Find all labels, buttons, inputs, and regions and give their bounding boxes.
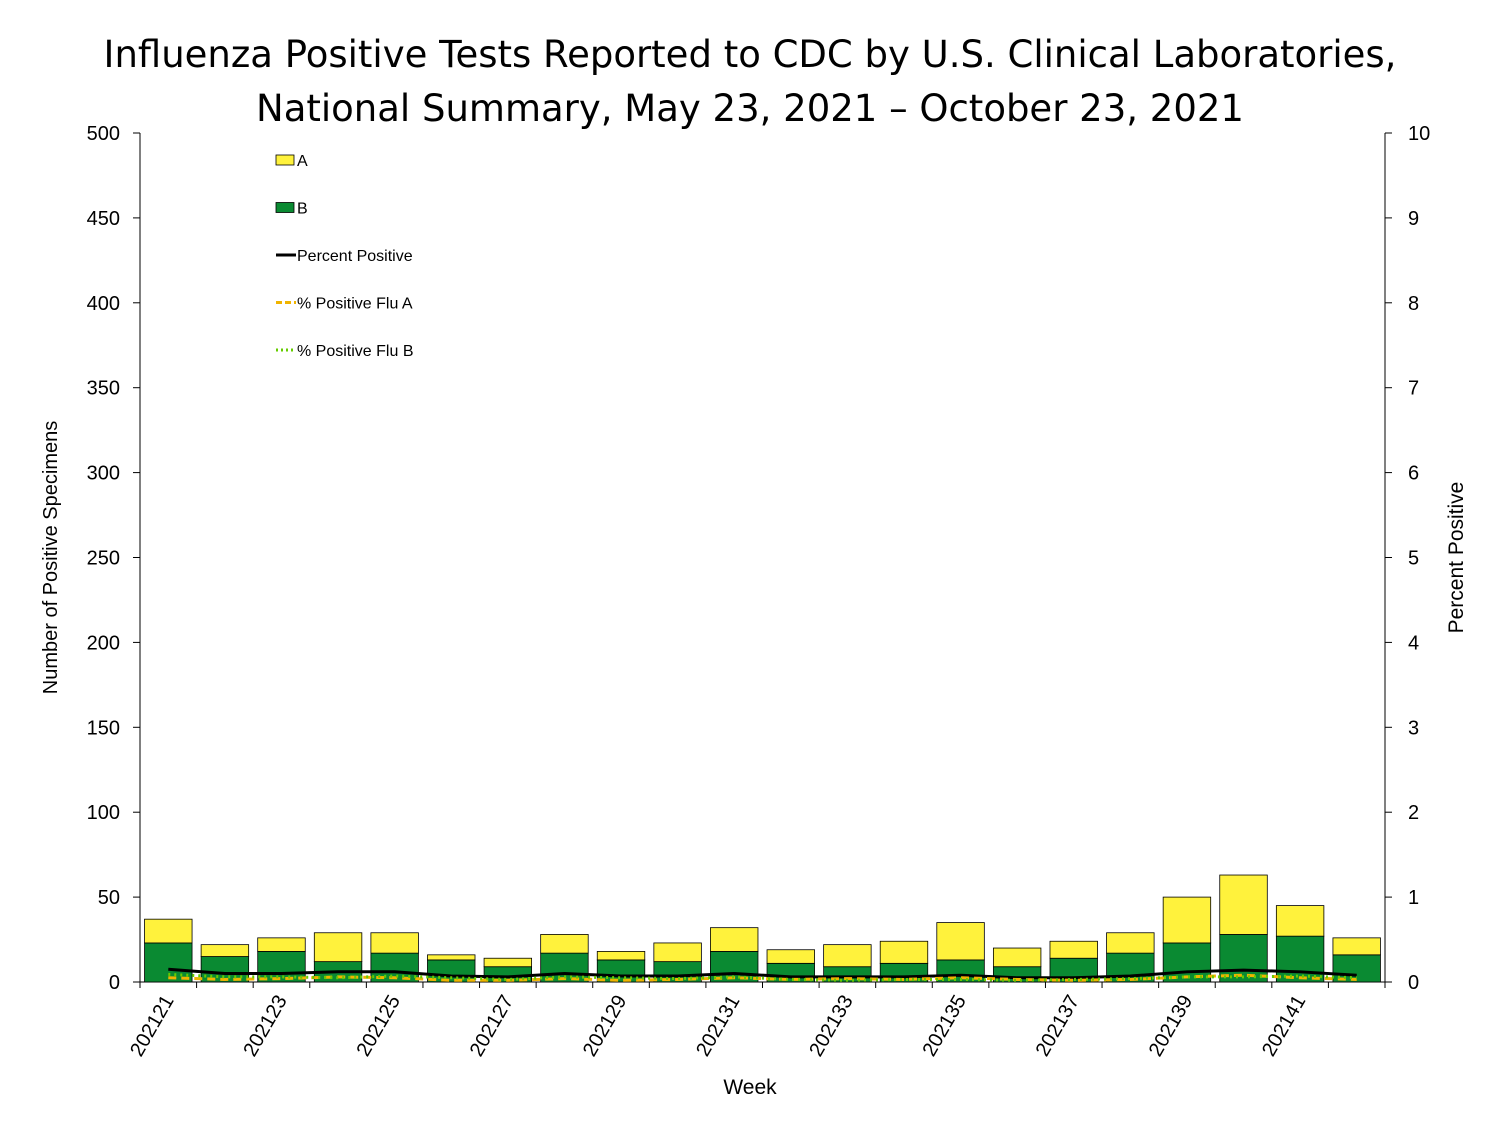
bar-a	[1332, 937, 1381, 956]
chart-title: Influenza Positive Tests Reported to CDC…	[0, 28, 1500, 136]
legend-label: Percent Positive	[297, 248, 413, 265]
bar-a	[823, 944, 872, 968]
y2-tick-label: 1	[1408, 887, 1419, 909]
bar-a	[1162, 896, 1212, 944]
x-tick-label: 202121	[126, 992, 178, 1061]
bar-a	[1219, 874, 1268, 935]
bar-a	[313, 932, 363, 963]
y-tick-label: 400	[87, 293, 120, 315]
y2-tick-label: 3	[1408, 717, 1419, 739]
bar-a	[766, 949, 815, 964]
x-tick-label: 202137	[1032, 992, 1084, 1061]
y-tick-label: 350	[87, 378, 120, 400]
y2-tick-label: 6	[1408, 463, 1419, 485]
y2-tick-label: 2	[1408, 802, 1419, 824]
bar-a	[427, 954, 476, 961]
bar-a	[257, 937, 306, 952]
x-tick-label: 202127	[466, 992, 518, 1061]
bar-a	[1106, 932, 1155, 954]
bar-a	[653, 942, 702, 963]
bar-a	[1049, 940, 1098, 959]
y-tick-label: 100	[87, 802, 120, 824]
bar-a	[596, 951, 646, 961]
legend-label: % Positive Flu A	[297, 296, 413, 313]
bar-a	[1275, 905, 1325, 937]
y-tick-label: 50	[98, 887, 120, 909]
y-tick-label: 150	[87, 717, 120, 739]
bar-a	[992, 947, 1042, 968]
y2-tick-label: 0	[1408, 972, 1419, 994]
bar-a	[483, 957, 533, 968]
y-tick-label: 250	[87, 548, 120, 570]
x-tick-label: 202141	[1258, 992, 1310, 1061]
legend-swatch-b	[275, 202, 295, 213]
y2-tick-label: 7	[1408, 378, 1419, 400]
x-tick-label: 202135	[918, 991, 970, 1060]
x-tick-label: 202139	[1145, 992, 1197, 1061]
y-tick-label: 300	[87, 463, 120, 485]
y-tick-label: 200	[87, 632, 120, 654]
y2-tick-label: 4	[1408, 632, 1419, 654]
bar-a	[144, 918, 193, 944]
bar-b	[144, 942, 193, 983]
x-tick-label: 202129	[579, 992, 631, 1061]
x-tick-label: 202131	[692, 992, 744, 1061]
bar-b	[1219, 934, 1268, 983]
line-series-percent-positive	[168, 967, 1357, 980]
y2-tick-label: 5	[1408, 548, 1419, 570]
y-tick-label: 500	[87, 123, 120, 145]
y2-axis-title: Percent Positive	[1445, 482, 1468, 634]
bar-b	[1275, 935, 1325, 983]
bar-a	[200, 944, 250, 957]
chart-title-line-2: National Summary, May 23, 2021 – October…	[256, 87, 1244, 130]
y-tick-label: 450	[87, 208, 120, 230]
legend-label: B	[297, 201, 308, 218]
legend-label: A	[297, 153, 308, 170]
y-tick-label: 0	[109, 972, 120, 994]
y-axis-title: Number of Positive Specimens	[40, 421, 62, 694]
bar-a	[879, 940, 929, 964]
x-tick-label: 202133	[805, 992, 857, 1061]
y2-tick-label: 10	[1408, 123, 1430, 145]
legend-swatch-a	[275, 154, 295, 166]
chart-title-line-1: Influenza Positive Tests Reported to CDC…	[103, 33, 1397, 76]
legend-label: % Positive Flu B	[297, 343, 413, 360]
y2-tick-label: 8	[1408, 293, 1419, 315]
line-series-flu-b	[168, 972, 1357, 982]
bar-a	[936, 922, 985, 961]
x-tick-label: 202123	[239, 992, 291, 1061]
bar-a	[370, 932, 419, 954]
x-axis-title: Week	[723, 1076, 777, 1099]
bar-a	[710, 927, 759, 952]
bar-a	[540, 934, 589, 954]
y2-tick-label: 9	[1408, 208, 1419, 230]
x-tick-label: 202125	[353, 992, 405, 1061]
